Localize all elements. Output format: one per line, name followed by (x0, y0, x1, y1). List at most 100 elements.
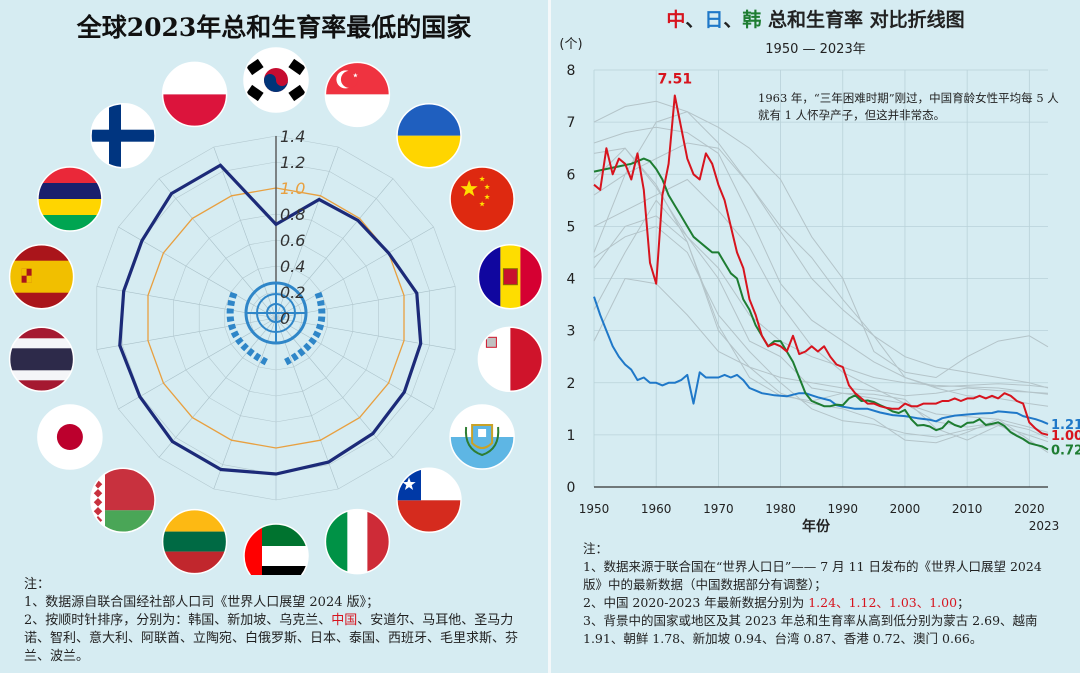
flag-border (396, 467, 462, 534)
flag-part (510, 327, 543, 392)
line-chart-title: 中、日、韩 总和生育率 对比折线图 (551, 5, 1080, 32)
y-tick-label: 4 (567, 272, 576, 288)
flag-part (397, 500, 461, 533)
flag-korea-icon (243, 47, 309, 113)
right-notes-line3: 3、背景中的国家或地区及其 2023 年总和生育率从高到低分别为蒙古 2.69、… (583, 613, 1038, 646)
x-tick-label: 1980 (765, 502, 796, 516)
x-tick-label: 1950 (579, 502, 610, 516)
flag-part (91, 129, 155, 142)
background-series-line (593, 147, 1049, 439)
flag-part (162, 551, 227, 574)
radar-spoke (158, 178, 277, 319)
flag-singapore-icon (324, 61, 391, 128)
flag-part (325, 509, 348, 574)
emblem-laurel-left (226, 291, 270, 367)
flag-mauritius-icon (37, 166, 103, 232)
flag-ukraine-icon (396, 102, 462, 169)
flag-malta-icon (477, 326, 544, 393)
flag-part (244, 566, 308, 575)
y-tick-label: 3 (567, 324, 576, 340)
left-notes-line2-post: 、安道尔、马耳他、圣马力诺、智利、意大利、阿联酋、立陶宛、白俄罗斯、日本、泰国、… (24, 613, 519, 664)
x-tick-label: 2020 (1014, 502, 1045, 516)
flag-korea-body (244, 48, 308, 112)
flag-italy-body (325, 509, 390, 574)
background-series-line (593, 199, 1049, 395)
flag-andorra-body (478, 244, 543, 309)
flag-finland-body (91, 103, 155, 168)
y-tick-label: 7 (567, 115, 576, 131)
flag-part (402, 477, 416, 490)
y-tick-label: 6 (567, 167, 576, 183)
title-sep-2: 、 (723, 9, 743, 31)
left-notes-line2-pre: 2、按顺时针排序，分别为：韩国、新加坡、乌克兰、 (24, 613, 332, 628)
x-tick-label: 2000 (890, 502, 921, 516)
flag-lithuania-icon (161, 508, 228, 575)
series-line-0 (593, 94, 1049, 436)
flag-part (484, 184, 490, 190)
flag-part (93, 489, 103, 498)
radar-tick-label: 0.8 (280, 205, 305, 224)
radar-data-polygon (118, 163, 423, 476)
radar-spoke (275, 146, 339, 319)
x-tick-label: 2010 (952, 502, 983, 516)
radar-tick-label: 0.6 (280, 231, 305, 250)
flag-part (397, 103, 461, 136)
background-series-line (593, 225, 1049, 450)
line-chart-subtitle: 1950 — 2023年 (765, 42, 866, 57)
flag-part (37, 183, 102, 199)
right-notes-china-values: 1.24、1.12、1.03、1.00 (808, 595, 958, 610)
peak-label: 7.51 (658, 72, 693, 88)
flag-border (161, 508, 228, 575)
flag-part (9, 260, 74, 293)
radar-spoke (96, 317, 277, 350)
panel-divider (548, 0, 551, 673)
flag-part (162, 531, 227, 552)
background-series-line (593, 100, 1049, 389)
flag-border (396, 102, 462, 169)
flag-border (477, 326, 544, 393)
series-line-1 (593, 296, 1049, 425)
radar-spoke (275, 317, 339, 490)
flag-chile-icon (396, 467, 462, 534)
line-chart: 0 1 2 3 4 5 6 7 8 1950 1960 1970 1980 1990 2000 2010 202… (559, 37, 1080, 535)
chart-annotation: 1963 年，“三年困难时期”刚过，中国育龄女性平均每 5 人就有 1 人怀孕产… (758, 91, 1059, 122)
title-japan: 日 (704, 9, 724, 31)
flag-part (347, 509, 368, 574)
flag-part (479, 201, 485, 207)
flag-part (162, 62, 227, 95)
radar-spoke (118, 226, 277, 319)
flag-uae-icon (243, 523, 309, 575)
background-series-line (593, 126, 1049, 407)
series-line-2 (593, 157, 1049, 451)
flag-andorra-icon (477, 243, 544, 310)
flag-border (477, 243, 544, 310)
background-series-line (593, 277, 1049, 397)
background-series-line (593, 147, 1049, 443)
radar-spoke (275, 226, 434, 319)
flag-spain-body (9, 244, 74, 309)
flag-part (246, 58, 264, 76)
right-notes: 注： 1、数据来源于联合国在“世界人口日”—— 7 月 11 日发布的《世界人口… (583, 540, 1053, 648)
x-end-label: 2023 (1029, 519, 1060, 533)
flag-part (56, 424, 83, 450)
y-tick-label: 2 (567, 376, 576, 392)
background-series (593, 100, 1049, 454)
right-notes-line2: 2、中国 2020-2023 年最新数据分别为 1.24、1.12、1.03、1… (583, 594, 1053, 612)
flag-italy-icon (324, 508, 391, 575)
flag-border (8, 326, 75, 393)
flag-part (353, 72, 358, 78)
radar-grid-ring (173, 213, 379, 423)
flag-japan-body (37, 405, 102, 469)
right-panel (551, 0, 1080, 673)
flag-part (464, 426, 500, 457)
y-tick-label: 0 (567, 480, 576, 496)
flag-border (243, 47, 309, 113)
flag-part (397, 135, 461, 168)
flag-part (325, 94, 390, 127)
radar-tick-label: 1.0 (280, 179, 305, 198)
flag-poland-icon (161, 61, 228, 128)
left-notes-line1: 1、数据源自联合国经社部人口司《世界人口展望 2024 版》； (24, 595, 380, 610)
left-notes: 注： 1、数据源自联合国经社部人口司《世界人口展望 2024 版》； 2、按顺时… (24, 576, 529, 666)
flag-part (503, 268, 518, 285)
radar-spoke (275, 178, 394, 319)
